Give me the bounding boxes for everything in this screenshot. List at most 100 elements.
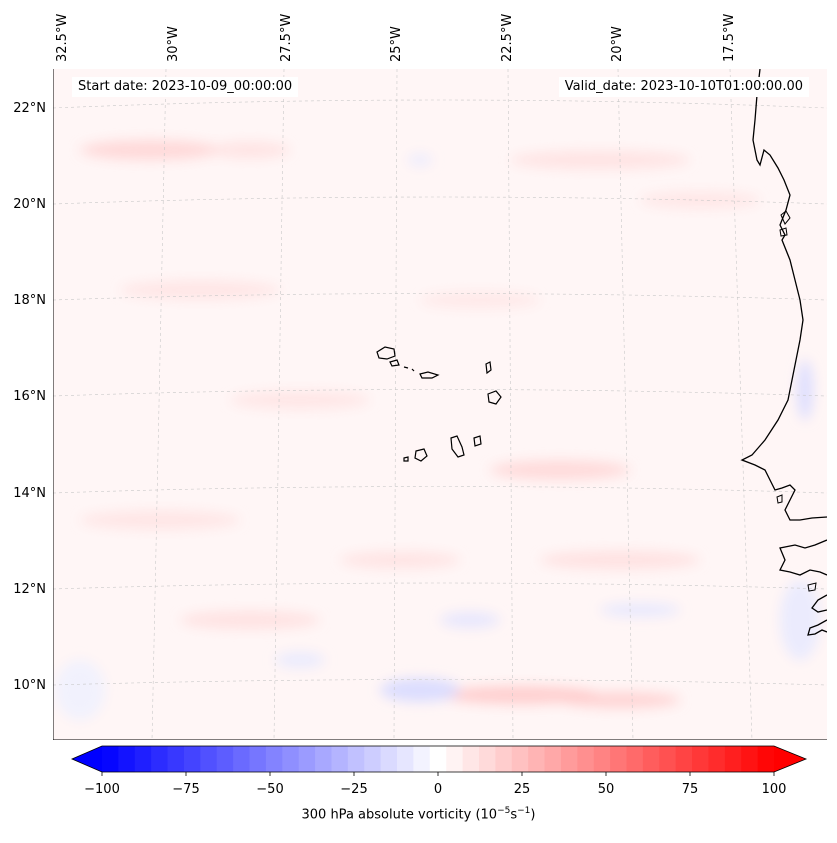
island-sao-nicolau (411, 368, 415, 372)
cape-verde-islands (376, 346, 502, 462)
parallel-16n (53, 389, 827, 397)
vorticity-blob (510, 151, 690, 169)
parallel-10n (53, 679, 827, 686)
african-coastline (740, 69, 827, 636)
colorbar-tick-label: 50 (598, 782, 615, 797)
colorbar-segment (544, 746, 562, 772)
colorbar-segment (134, 746, 152, 772)
colorbar-segment (167, 746, 185, 772)
colorbar-segment (265, 746, 283, 772)
latitude-label: 12°N (13, 582, 46, 597)
vorticity-blob (600, 603, 680, 617)
colorbar-segment (495, 746, 513, 772)
map-panel (53, 69, 827, 740)
start-date-label: Start date: (78, 79, 148, 94)
latitude-label: 14°N (13, 486, 46, 501)
colorbar-segment (183, 746, 201, 772)
colorbar-segment (216, 746, 234, 772)
colorbar-segment (642, 746, 660, 772)
colorbar-extend-high (774, 746, 806, 772)
vorticity-blob (80, 511, 240, 529)
colorbar-segment (413, 746, 431, 772)
longitude-labels: 32.5°W 30°W 27.5°W 25°W 22.5°W 20°W 17.5°W (55, 14, 737, 62)
island-santo-antao (376, 346, 396, 360)
colorbar-label-mid: s (510, 807, 518, 823)
colorbar-segment (298, 746, 316, 772)
longitude-label: 32.5°W (55, 14, 70, 62)
vorticity-blob (560, 692, 680, 708)
colorbar-segment (692, 746, 709, 772)
colorbar-segment (741, 746, 759, 772)
vorticity-blob (780, 580, 820, 660)
colorbar-segment (577, 746, 595, 772)
start-date-value: 2023-10-09_00:00:00 (151, 79, 293, 94)
parallel-12n (53, 582, 827, 590)
colorbar-tick-label: 25 (514, 782, 531, 797)
longitude-label: 27.5°W (279, 14, 294, 62)
island-fogo (414, 448, 428, 462)
longitude-label: 17.5°W (722, 14, 737, 62)
graticule (53, 69, 827, 740)
vorticity-blob (275, 652, 325, 668)
colorbar-segment (347, 746, 365, 772)
parallel-22n (53, 99, 827, 109)
latitude-label: 20°N (13, 197, 46, 212)
vorticity-blob (420, 292, 540, 308)
longitude-label: 20°W (610, 26, 625, 62)
colorbar-segment (364, 746, 382, 772)
colorbar-segment (528, 746, 546, 772)
colorbar-segment (331, 746, 349, 772)
parallel-18n (53, 293, 827, 301)
coast-island-bijagos (776, 210, 817, 592)
colorbar-segment (659, 746, 677, 772)
meridian-20w (617, 69, 634, 740)
longitude-label: 22.5°W (500, 14, 515, 62)
colorbar-segment (724, 746, 742, 772)
meridian-22-5w (507, 69, 514, 740)
vorticity-blob (210, 142, 290, 158)
longitude-label: 25°W (389, 26, 404, 62)
vorticity-blob (440, 686, 600, 704)
valid-date-label: Valid_date: (564, 79, 637, 94)
meridian-30w (151, 69, 167, 740)
meridian-25w (393, 69, 398, 740)
vorticity-blob (340, 552, 460, 568)
colorbar-label-main: 300 hPa absolute vorticity (10 (301, 807, 498, 823)
colorbar-segment (610, 746, 627, 772)
colorbar-segment (151, 746, 169, 772)
vorticity-blob (490, 460, 630, 480)
vorticity-blob (230, 391, 370, 409)
latitude-labels: 22°N 20°N 18°N 16°N 14°N 12°N 10°N (13, 101, 46, 693)
latitude-label: 10°N (13, 678, 46, 693)
latitude-label: 18°N (13, 293, 46, 308)
vorticity-blob (440, 612, 500, 628)
valid-date-box: Valid_date: 2023-10-10T01:00:00.00 (558, 77, 809, 97)
colorbar-segment (675, 746, 693, 772)
island-boa-vista (487, 390, 502, 405)
parallel-14n (53, 486, 827, 494)
colorbar-label: 300 hPa absolute vorticity (10−5s−1) (0, 806, 837, 822)
colorbar-tick-label: −25 (340, 782, 367, 797)
vorticity-field (55, 140, 820, 720)
colorbar-segment (757, 746, 775, 772)
colorbar-segment (380, 746, 398, 772)
colorbar-segment (397, 746, 414, 772)
valid-date-value: 2023-10-10T01:00:00.00 (640, 79, 803, 94)
island-sal (485, 361, 492, 375)
meridian-32-5w (53, 69, 54, 85)
colorbar-segment (462, 746, 480, 772)
map-background (53, 69, 827, 740)
vorticity-blob (540, 551, 700, 569)
vorticity-blob (797, 360, 813, 420)
parallel-20n (53, 196, 827, 205)
colorbar-label-end: ) (530, 807, 536, 823)
vorticity-blob (380, 678, 460, 702)
colorbar-segment (249, 746, 267, 772)
start-date-box: Start date: 2023-10-09_00:00:00 (72, 77, 299, 97)
colorbar-segment (429, 746, 447, 772)
colorbar-tick-label: −50 (256, 782, 283, 797)
vorticity-blob (80, 140, 220, 160)
colorbar-tick-label: 75 (682, 782, 699, 797)
colorbar-segment (626, 746, 644, 772)
colorbar-segment (560, 746, 578, 772)
